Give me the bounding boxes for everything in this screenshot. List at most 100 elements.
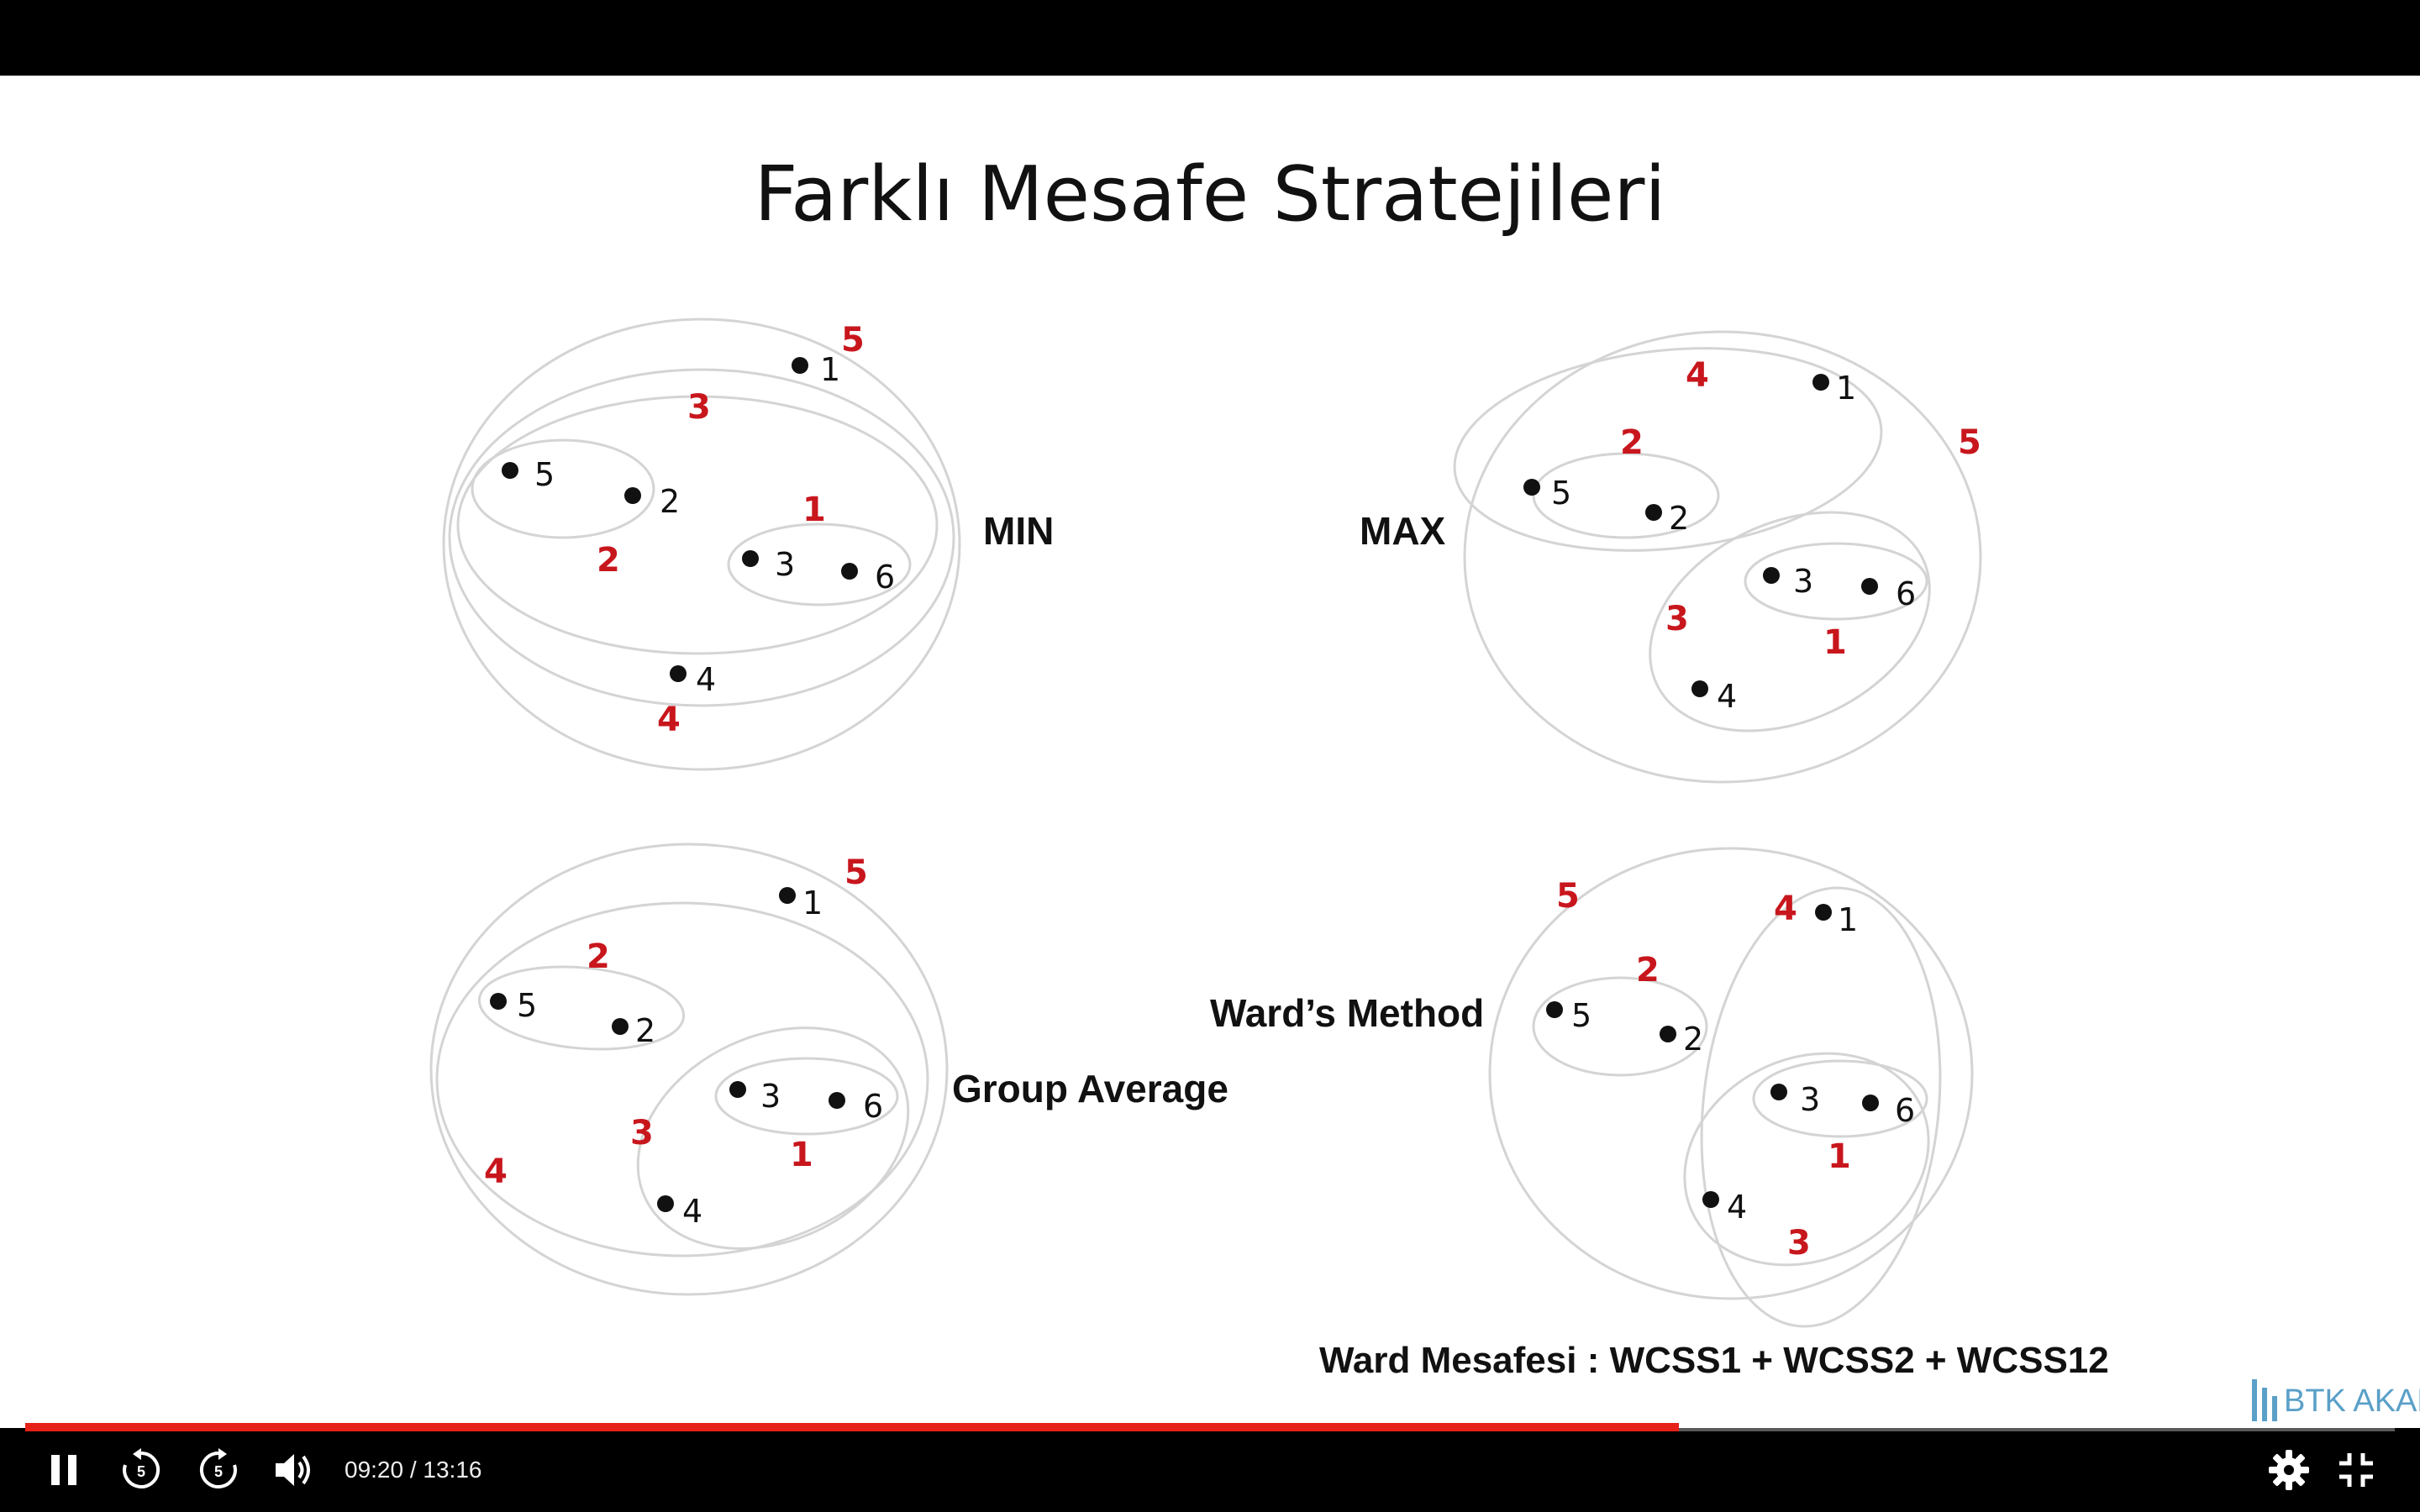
point-label-1: 1	[802, 885, 823, 921]
point-label-2: 2	[1669, 500, 1689, 537]
merge-order-label: 3	[1665, 600, 1689, 638]
point-label-3: 3	[1793, 563, 1813, 600]
point-label-5: 5	[1551, 475, 1571, 512]
max-cluster-ring-1	[1744, 542, 1928, 621]
skip-forward-seconds: 5	[214, 1463, 223, 1480]
merge-order-label: 1	[802, 491, 826, 529]
progress-bar-played	[25, 1423, 1680, 1431]
min-cluster-ring-3	[456, 395, 939, 655]
volume-button[interactable]	[271, 1446, 318, 1494]
point-dot	[1660, 1026, 1676, 1042]
point-dot	[612, 1018, 629, 1035]
max-cluster-ring-5	[1463, 330, 1982, 784]
point-label-6: 6	[1896, 575, 1916, 612]
point-label-2: 2	[1683, 1021, 1703, 1058]
ward-diagram: 1 5 2 3 6 4 5 4 2 1 3	[1488, 847, 1974, 1328]
ward-cluster-ring-3	[1683, 1052, 1930, 1267]
skip-back-button[interactable]: 5	[118, 1446, 165, 1494]
point-label-3: 3	[760, 1078, 781, 1115]
point-label-6: 6	[1895, 1092, 1915, 1129]
merge-order-label: 4	[1774, 890, 1797, 928]
point-dot	[1702, 1191, 1719, 1208]
point-label-6: 6	[863, 1088, 883, 1125]
merge-order-label: 2	[1620, 423, 1644, 462]
method-label-group-average: Group Average	[952, 1067, 1228, 1110]
ga-cluster-ring-3	[636, 1026, 910, 1250]
player-controls-bar	[0, 1428, 2420, 1512]
point-label-5: 5	[517, 987, 537, 1024]
merge-order-label: 5	[841, 321, 865, 360]
merge-order-label: 4	[484, 1152, 508, 1191]
ga-cluster-ring-4	[435, 901, 929, 1257]
point-dot	[1861, 578, 1878, 595]
min-cluster-ring-1	[727, 522, 912, 606]
point-dot	[657, 1195, 674, 1212]
forward-5-icon: 5	[199, 1448, 237, 1488]
point-dot	[490, 993, 507, 1010]
point-label-2: 2	[635, 1012, 655, 1049]
min-cluster-ring-2	[471, 438, 655, 539]
point-label-4: 4	[1727, 1189, 1747, 1226]
slide-canvas: Farklı Mesafe Stratejileri 1 5 2 3 6 4 5…	[429, 150, 2420, 1421]
skip-back-seconds: 5	[137, 1463, 145, 1480]
skip-forward-button[interactable]: 5	[195, 1446, 242, 1494]
merge-order-label: 1	[1828, 1137, 1851, 1176]
point-label-4: 4	[682, 1193, 702, 1230]
point-label-6: 6	[875, 559, 895, 596]
progress-bar[interactable]	[25, 1423, 2395, 1431]
point-dot	[1815, 904, 1832, 921]
pause-button[interactable]	[40, 1446, 87, 1494]
point-label-1: 1	[1836, 370, 1856, 407]
merge-order-label: 3	[630, 1114, 654, 1152]
ward-cluster-ring-1	[1752, 1059, 1928, 1138]
merge-order-label: 5	[1556, 877, 1580, 916]
pause-icon	[51, 1455, 76, 1485]
point-dot	[624, 487, 641, 504]
merge-order-label: 4	[1686, 356, 1709, 395]
point-dot	[1763, 567, 1780, 584]
point-dot	[841, 563, 858, 580]
merge-order-label: 2	[1636, 951, 1660, 990]
merge-order-label: 4	[657, 701, 681, 739]
point-label-3: 3	[775, 546, 795, 583]
point-dot	[792, 357, 808, 374]
merge-order-label: 2	[597, 541, 620, 580]
replay-5-icon: 5	[123, 1448, 160, 1488]
point-label-4: 4	[1717, 678, 1737, 715]
merge-order-label: 5	[1958, 423, 1981, 462]
point-dot	[1523, 479, 1540, 496]
merge-order-label: 5	[844, 853, 868, 892]
ward-cluster-ring-5	[1488, 847, 1974, 1300]
settings-button[interactable]	[2265, 1446, 2312, 1494]
point-dot	[1546, 1001, 1563, 1018]
merge-order-label: 3	[1787, 1224, 1811, 1263]
method-label-ward: Ward’s Method	[1210, 991, 1484, 1035]
group-average-diagram: 1 5 2 3 6 4 5 2 3 1 4	[429, 843, 949, 1296]
merge-order-label: 1	[1823, 623, 1847, 662]
merge-order-label: 2	[587, 937, 610, 976]
volume-icon	[276, 1454, 310, 1486]
point-label-3: 3	[1800, 1081, 1820, 1118]
video-slide[interactable]: Farklı Mesafe Stratejileri 1 5 2 3 6 4 5…	[0, 76, 2420, 1436]
min-cluster-ring-4	[448, 368, 955, 707]
min-diagram: 1 5 2 3 6 4 5 3 1 2 4	[442, 318, 961, 771]
max-cluster-ring-3	[1649, 511, 1931, 732]
point-dot	[1862, 1095, 1879, 1111]
merge-order-label: 1	[790, 1136, 813, 1174]
ward-cluster-ring-4	[1700, 886, 1942, 1328]
method-label-max: MAX	[1360, 509, 1446, 553]
time-display: 09:20 / 13:16	[345, 1457, 482, 1483]
point-label-5: 5	[534, 456, 555, 493]
point-label-1: 1	[820, 351, 840, 388]
ga-cluster-ring-1	[714, 1057, 899, 1136]
slide-title: Farklı Mesafe Stratejileri	[755, 150, 1666, 239]
logo-text: BTK AKADEMİ	[2284, 1383, 2420, 1419]
point-dot	[829, 1092, 845, 1109]
point-dot	[729, 1081, 746, 1098]
exit-fullscreen-button[interactable]	[2333, 1446, 2380, 1494]
point-label-5: 5	[1571, 997, 1591, 1034]
merge-order-label: 3	[687, 388, 711, 427]
point-dot	[1691, 680, 1708, 697]
point-label-2: 2	[660, 483, 680, 520]
max-diagram: 1 5 2 3 6 4 4 2 5 3 1	[1453, 330, 1982, 784]
